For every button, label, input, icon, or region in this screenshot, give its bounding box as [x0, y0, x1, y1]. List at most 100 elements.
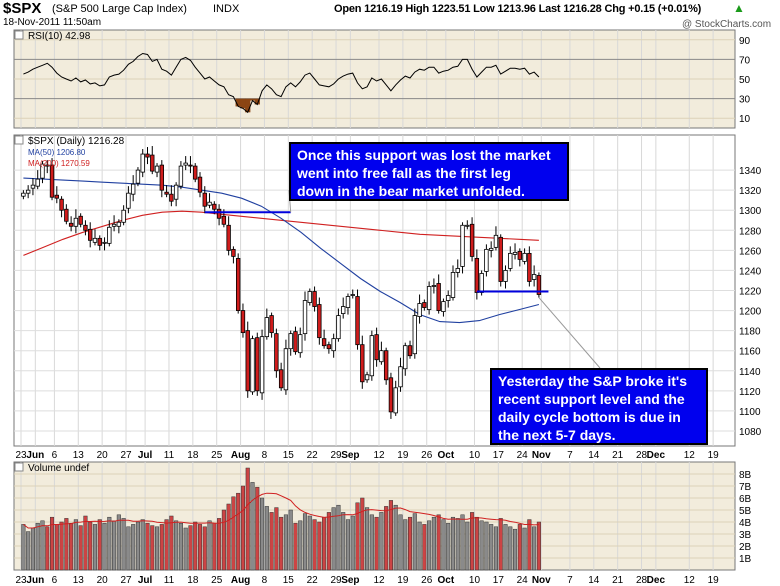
- volume-bar: [331, 507, 336, 571]
- x-tick-label: Sep: [341, 575, 359, 586]
- candle-body: [264, 317, 270, 338]
- volume-y-tick-label: 4B: [739, 518, 752, 529]
- volume-bar: [49, 516, 55, 571]
- watermark: @ StockCharts.com: [682, 19, 772, 30]
- volume-bar: [59, 521, 64, 571]
- x-tick-label: 8: [262, 575, 268, 586]
- x-tick-label: 15: [283, 450, 295, 461]
- candle-body: [527, 252, 532, 282]
- volume-bar: [536, 521, 541, 571]
- ma200-label: MA(200) 1270.59: [28, 159, 90, 168]
- panel-toggle-icon: [14, 462, 24, 472]
- x-tick-label: 19: [397, 575, 409, 586]
- x-tick-label: 13: [73, 575, 85, 586]
- volume-y-tick-label: 6B: [739, 494, 752, 505]
- annotation-line: the next 5-7 days.: [498, 427, 616, 443]
- x-tick-label: 12: [684, 575, 696, 586]
- candle-body: [35, 178, 40, 187]
- candle-body: [307, 291, 312, 303]
- candle-body: [92, 237, 98, 243]
- volume-bar: [145, 522, 150, 571]
- volume-average-line: [23, 492, 539, 529]
- x-tick-label: 7: [567, 450, 573, 461]
- x-tick-label: 23: [15, 450, 27, 461]
- volume-bar: [178, 522, 183, 571]
- x-tick-label: 21: [612, 575, 624, 586]
- x-tick-label: 12: [373, 575, 385, 586]
- volume-bar: [131, 524, 136, 571]
- candle-body: [111, 223, 117, 227]
- volume-bar: [236, 492, 241, 571]
- price-y-tick-label: 1080: [739, 427, 762, 438]
- volume-bar: [69, 522, 74, 571]
- volume-bar: [341, 512, 346, 571]
- volume-bar: [269, 512, 274, 571]
- price-label: $SPX (Daily) 1216.28: [28, 136, 125, 147]
- candle-body: [503, 270, 508, 282]
- candle-body: [126, 192, 131, 209]
- volume-bar: [493, 526, 498, 571]
- x-tick-label: 11: [164, 575, 175, 586]
- candle-body: [221, 215, 227, 225]
- chart-header-datetime: 18-Nov-2011 11:50am: [3, 17, 102, 28]
- volume-bar: [326, 512, 331, 571]
- x-tick-label: 6: [52, 450, 58, 461]
- candle-body: [283, 348, 289, 391]
- x-tick-label: 20: [97, 450, 109, 461]
- candle-body: [169, 193, 174, 202]
- x-tick-label: 18: [187, 450, 199, 461]
- x-tick-label: 27: [120, 450, 132, 461]
- chart-header-exchange: INDX: [213, 3, 240, 15]
- candle-body: [259, 336, 265, 394]
- volume-bar: [345, 519, 351, 571]
- candle-body: [188, 164, 193, 167]
- candle-body: [178, 165, 184, 187]
- x-tick-label: Aug: [231, 575, 250, 586]
- volume-bar: [30, 527, 35, 571]
- candle-body: [498, 236, 503, 282]
- volume-bar: [407, 516, 413, 571]
- chart-header-symbol: $SPX: [3, 0, 42, 17]
- volume-bar: [97, 519, 102, 571]
- volume-bar: [107, 516, 112, 571]
- callout-pointer: [538, 297, 601, 369]
- candle-body: [455, 268, 460, 273]
- volume-bar: [64, 518, 69, 571]
- price-y-tick-label: 1260: [739, 246, 762, 257]
- x-tick-label: 28: [636, 450, 648, 461]
- annotation-line: daily cycle bottom is due in: [498, 409, 681, 425]
- candle-body: [30, 184, 36, 189]
- volume-bar: [54, 524, 59, 571]
- candle-body: [54, 194, 59, 199]
- volume-bar: [21, 524, 26, 571]
- candle-body: [116, 221, 122, 227]
- volume-bar: [498, 518, 503, 571]
- x-tick-label: 14: [588, 575, 600, 586]
- ma50-label: MA(50) 1206.80: [28, 148, 86, 157]
- volume-bar: [532, 526, 537, 571]
- volume-bar: [450, 516, 456, 571]
- candle-body: [484, 248, 489, 272]
- x-tick-label: 11: [164, 450, 175, 461]
- panel-toggle-icon: [14, 30, 24, 40]
- x-tick-label: 19: [708, 575, 720, 586]
- x-tick-label: 29: [330, 450, 342, 461]
- x-tick-label: 17: [493, 575, 505, 586]
- candle-body: [407, 345, 413, 357]
- x-tick-label: 24: [517, 450, 529, 461]
- candle-body: [121, 209, 126, 223]
- volume-bar: [212, 522, 217, 571]
- candle-body: [431, 285, 437, 287]
- volume-bar: [388, 500, 393, 571]
- x-tick-label: 29: [330, 575, 342, 586]
- volume-bar: [112, 520, 117, 571]
- volume-bar: [412, 513, 417, 571]
- volume-bar: [465, 521, 470, 571]
- candle-body: [135, 169, 141, 184]
- x-tick-label: 10: [469, 450, 481, 461]
- x-tick-label: 18: [187, 575, 199, 586]
- volume-bar: [264, 506, 269, 571]
- candle-body: [479, 273, 484, 293]
- volume-bar: [169, 515, 174, 571]
- volume-bar: [174, 520, 179, 571]
